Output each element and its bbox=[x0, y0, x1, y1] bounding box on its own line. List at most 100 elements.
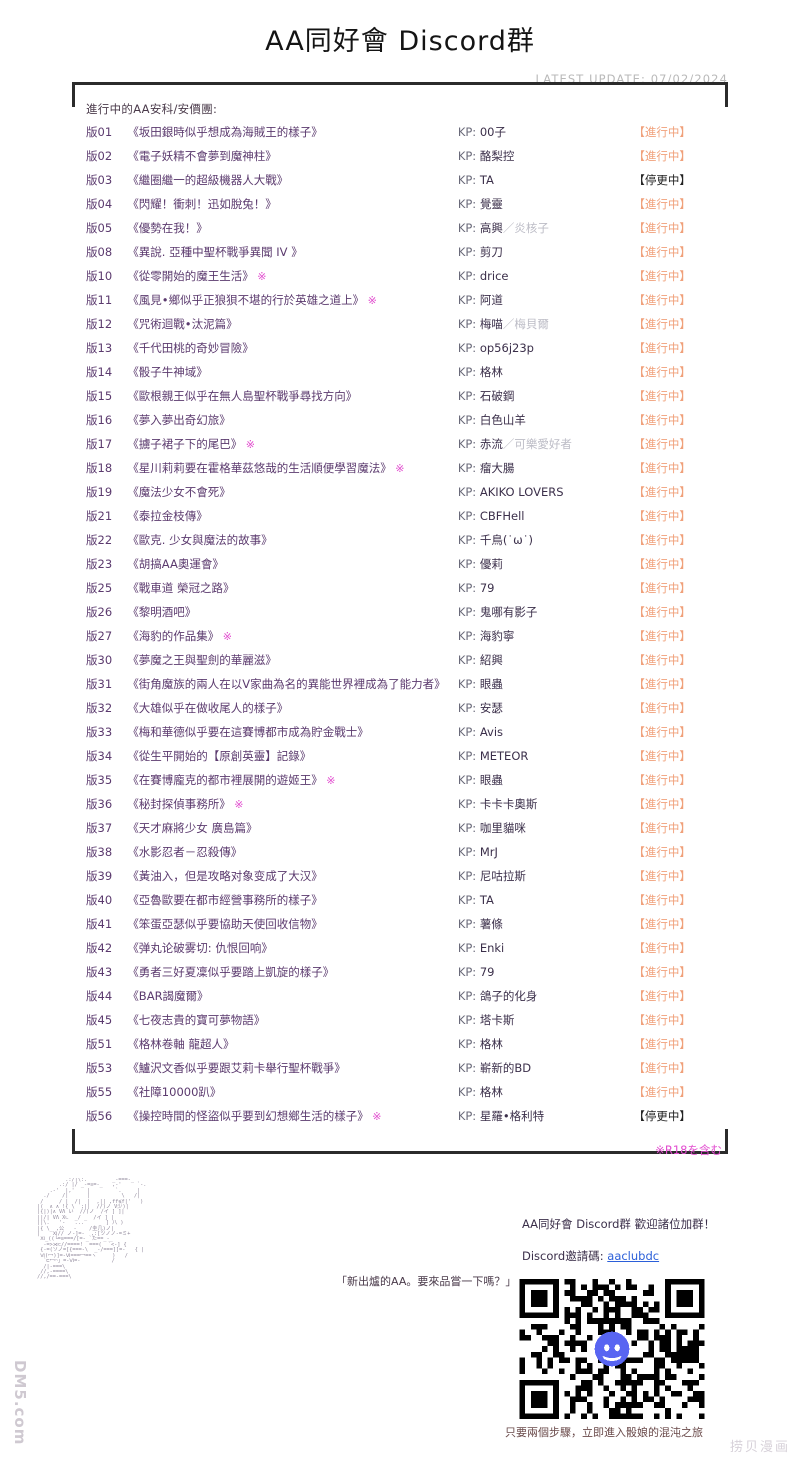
row-title: 《泰拉金枝傳》 bbox=[127, 509, 208, 523]
table-row: 版41 《笨蛋亞瑟似乎要協助天使回收信物》 KP: 薯條 【進行中】 bbox=[86, 912, 714, 936]
status-badge: 【進行中】 bbox=[633, 797, 691, 811]
table-row: 版08 《異說. 亞種中聖杯戰爭異聞 IV 》 KP: 剪刀 【進行中】 bbox=[86, 240, 714, 264]
page-title: AA同好會 Discord群 bbox=[265, 26, 535, 57]
kp-label: KP: bbox=[457, 173, 480, 187]
row-number: 版16 bbox=[86, 413, 113, 427]
section-label: 進行中的AA安科/安價團: bbox=[86, 102, 218, 116]
row-kp: KP: 千鳥(˙ω˙) bbox=[458, 528, 634, 552]
row-number: 版19 bbox=[86, 485, 113, 499]
status-badge: 【進行中】 bbox=[633, 557, 691, 571]
status-badge: 【進行中】 bbox=[633, 221, 691, 235]
r18-mark-icon: ※ bbox=[253, 270, 267, 283]
status-badge: 【進行中】 bbox=[633, 317, 691, 331]
table-row: 版39 《黃油入，但是攻略对象变成了大汉》 KP: 尼咕拉斯 【進行中】 bbox=[86, 864, 714, 888]
row-title: 《BAR謁魔爾》 bbox=[127, 989, 209, 1003]
kp-name: Enki bbox=[479, 941, 505, 955]
kp-label: KP: bbox=[457, 413, 480, 427]
row-number: 版40 bbox=[86, 893, 113, 907]
status-badge: 【進行中】 bbox=[633, 677, 691, 691]
row-kp: KP: Avis bbox=[458, 720, 634, 744]
content-frame bbox=[72, 82, 728, 1154]
kp-label: KP: bbox=[457, 989, 480, 1003]
row-kp: KP: 塔卡斯 bbox=[458, 1008, 634, 1032]
row-number: 版39 bbox=[86, 869, 113, 883]
row-number: 版44 bbox=[86, 989, 113, 1003]
kp-name: drice bbox=[479, 269, 509, 283]
status-badge: 【進行中】 bbox=[633, 389, 691, 403]
row-title: 《天才麻將少女 廣島篇》 bbox=[127, 821, 258, 835]
speech-bubble-text: 「新出爐的AA。要來品嘗一下嗎？」 bbox=[336, 1275, 517, 1288]
watermark-left: DM5.com bbox=[11, 1359, 29, 1445]
kp-name: 酪梨控 bbox=[479, 149, 515, 163]
row-title: 《夢魔之王與聖劍的華麗滋》 bbox=[127, 653, 277, 667]
runs-table: 版01 《坂田銀時似乎想成為海賊王的樣子》 KP: 00子 【進行中】 版02 《電子妖精… bbox=[86, 120, 714, 1128]
row-title: 《魔法少女不會死》 bbox=[127, 485, 231, 499]
row-title: 《坂田銀時似乎想成為海賊王的樣子》 bbox=[127, 125, 323, 139]
row-number: 版33 bbox=[86, 725, 113, 739]
status-badge: 【進行中】 bbox=[633, 821, 691, 835]
table-row: 版21 《泰拉金枝傳》 KP: CBFHell 【進行中】 bbox=[86, 504, 714, 528]
r18-mark-icon: ※ bbox=[368, 1110, 382, 1123]
row-kp: KP: AKIKO LOVERS bbox=[458, 480, 634, 504]
kp-label: KP: bbox=[457, 581, 480, 595]
qr-code-image bbox=[519, 1279, 705, 1419]
row-number: 版55 bbox=[86, 1085, 113, 1099]
table-row: 版01 《坂田銀時似乎想成為海賊王的樣子》 KP: 00子 【進行中】 bbox=[86, 120, 714, 144]
kp-name: 79 bbox=[479, 965, 495, 979]
table-row: 版38 《水影忍者－忍殺傳》 KP: MrJ 【進行中】 bbox=[86, 840, 714, 864]
kp-label: KP: bbox=[457, 773, 480, 787]
kp-label: KP: bbox=[457, 149, 480, 163]
table-row: 版33 《梅和華德似乎要在這賽博都市成為貯金戰士》 KP: Avis 【進行中】 bbox=[86, 720, 714, 744]
r18-mark-icon: ※ bbox=[322, 774, 336, 787]
kp-label: KP: bbox=[457, 557, 480, 571]
r18-mark-icon: ※ bbox=[391, 462, 405, 475]
row-title: 《水影忍者－忍殺傳》 bbox=[127, 845, 243, 859]
kp-name: TA bbox=[479, 173, 494, 187]
table-row: 版30 《夢魔之王與聖劍的華麗滋》 KP: 紹興 【進行中】 bbox=[86, 648, 714, 672]
status-badge: 【進行中】 bbox=[633, 941, 691, 955]
table-row: 版02 《電子妖精不會夢到魔神柱》 KP: 酪梨控 【進行中】 bbox=[86, 144, 714, 168]
row-kp: KP: 嶄新的BD bbox=[458, 1056, 634, 1080]
kp-name: 格林 bbox=[479, 1037, 503, 1051]
discord-qr-code[interactable] bbox=[519, 1279, 705, 1419]
row-title: 《歐根親王似乎在無人島聖杯戰爭尋找方向》 bbox=[127, 389, 358, 403]
table-row: 版05 《優勢在我！》 KP: 高興／炎核子 【進行中】 bbox=[86, 216, 714, 240]
table-row: 版04 《閃耀！衝刺！迅如脫兔！》 KP: 覺靈 【進行中】 bbox=[86, 192, 714, 216]
status-badge: 【進行中】 bbox=[633, 509, 691, 523]
row-kp: KP: Enki bbox=[458, 936, 634, 960]
row-title: 《鱸沢文香似乎要跟艾莉卡舉行聖杯戰爭》 bbox=[127, 1061, 346, 1075]
frame-corner-bottom-right bbox=[703, 1129, 728, 1154]
kp-label: KP: bbox=[457, 293, 480, 307]
bottom-note: 只要兩個步驟，立即進入骰娘的混沌之旅 bbox=[505, 1426, 703, 1439]
table-row: 版18 《星川莉莉要在霍格華茲悠哉的生活順便學習魔法》 ※ KP: 瘤大腸 【進行中】 bbox=[86, 456, 714, 480]
kp-label: KP: bbox=[457, 653, 480, 667]
row-number: 版35 bbox=[86, 773, 113, 787]
table-row: 版13 《千代田桃的奇妙冒險》 KP: op56j23p 【進行中】 bbox=[86, 336, 714, 360]
kp-label: KP: bbox=[457, 269, 480, 283]
row-number: 版01 bbox=[86, 125, 113, 139]
kp-name: 赤流 bbox=[479, 437, 503, 451]
row-number: 版22 bbox=[86, 533, 113, 547]
invite-code-link[interactable]: aaclubdc bbox=[607, 1249, 660, 1263]
row-title: 《操控時間的怪盜似乎要到幻想鄉生活的樣子》 ※ bbox=[127, 1109, 382, 1123]
row-title: 《笨蛋亞瑟似乎要協助天使回收信物》 bbox=[127, 917, 323, 931]
row-kp: KP: 紹興 bbox=[458, 648, 634, 672]
kp-label: KP: bbox=[457, 221, 480, 235]
row-number: 版37 bbox=[86, 821, 113, 835]
kp-name: METEOR bbox=[479, 749, 529, 763]
row-number: 版31 bbox=[86, 677, 113, 691]
row-kp: KP: TA bbox=[458, 888, 634, 912]
row-number: 版17 bbox=[86, 437, 113, 451]
status-badge: 【進行中】 bbox=[633, 773, 691, 787]
table-row: 版14 《骰子牛神域》 KP: 格林 【進行中】 bbox=[86, 360, 714, 384]
row-title: 《異說. 亞種中聖杯戰爭異聞 IV 》 bbox=[127, 245, 303, 259]
table-row: 版32 《大雄似乎在做收尾人的樣子》 KP: 安瑟 【進行中】 bbox=[86, 696, 714, 720]
row-number: 版34 bbox=[86, 749, 113, 763]
row-title: 《海豹的作品集》 ※ bbox=[127, 629, 233, 643]
status-badge: 【進行中】 bbox=[633, 245, 691, 259]
row-title: 《街角魔族的兩人在以V家曲為名的異能世界裡成為了能力者》 bbox=[127, 677, 446, 691]
kp-name: 格林 bbox=[479, 1085, 503, 1099]
row-title: 《黃油入，但是攻略对象变成了大汉》 bbox=[127, 869, 323, 883]
status-badge: 【進行中】 bbox=[633, 1037, 691, 1051]
